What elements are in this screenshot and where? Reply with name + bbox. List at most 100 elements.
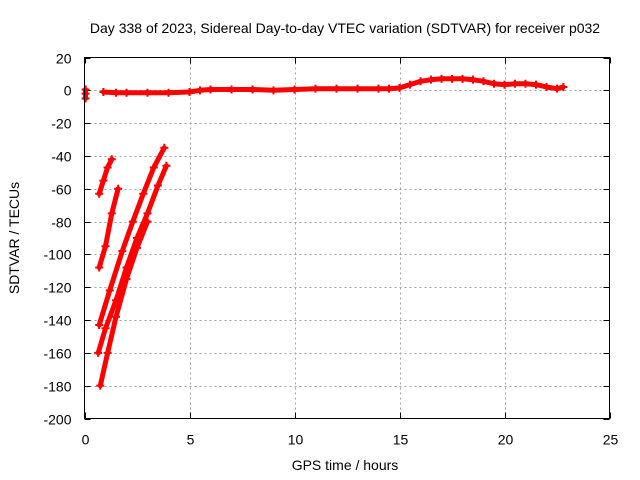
series-arc-5 [96,217,152,390]
data-point [532,80,540,89]
x-tick-label: 10 [288,432,304,448]
series-band [97,219,150,389]
chart-title: Day 338 of 2023, Sidereal Day-to-day VTE… [90,20,600,36]
data-point [269,86,278,95]
data-point [149,163,158,172]
series-band [96,156,115,197]
data-point [128,217,137,226]
data-point [112,88,120,97]
data-point [143,209,152,218]
data-point [107,155,116,164]
data-point [469,75,477,84]
series-band [95,163,169,356]
data-point [143,217,152,226]
data-point [81,94,90,103]
data-point [160,143,169,152]
data-point [107,209,116,218]
data-point [103,348,112,357]
data-point [395,83,404,92]
series-early-points [81,85,90,103]
x-tick-label: 25 [603,432,619,448]
x-axis-label: GPS time / hours [292,457,399,473]
data-point [559,83,568,92]
axis-ticks [84,57,611,420]
data-point [206,85,215,94]
data-point [94,348,103,357]
data-point [196,86,204,95]
data-point [95,263,104,272]
x-tick-label: 0 [82,432,90,448]
y-tick-label: -20 [51,116,71,132]
series-arc-3 [95,143,169,329]
y-tick-label: -120 [43,280,71,296]
data-point [353,84,362,93]
data-point [133,243,141,252]
data-point [248,85,257,94]
data-points [81,74,568,390]
y-tick-label: 0 [64,83,72,99]
series-arc-1 [95,155,116,198]
y-tick-label: -60 [51,182,71,198]
data-point [427,75,435,84]
data-point [521,79,530,88]
y-tick-label: -40 [51,149,71,165]
x-tick-label: 15 [393,432,409,448]
data-point [185,87,194,96]
data-point [95,189,104,198]
plot-frame [84,57,610,419]
data-point [406,80,414,89]
data-point [164,88,173,97]
data-point [105,286,114,295]
data-point [500,80,509,89]
data-point [511,79,519,88]
y-axis-label: SDTVAR / TECUs [6,182,22,294]
y-tick-label: 20 [56,51,72,67]
x-tick-label: 5 [187,432,195,448]
x-tick-labels: 0 5 10 15 20 25 [82,432,619,448]
data-point [290,85,299,94]
data-point [95,320,104,329]
y-tick-label: -160 [43,346,71,362]
data-point [374,84,383,93]
data-point [479,77,488,86]
data-point [154,181,162,190]
data-point [448,74,456,83]
data-point [139,189,148,198]
data-point [99,176,108,185]
x-tick-label: 20 [498,432,514,448]
series-arc-2 [95,184,123,272]
data-point [114,184,123,193]
data-point [162,161,171,170]
data-point [490,79,498,88]
data-point [385,84,393,93]
y-tick-label: -80 [51,215,71,231]
y-tick-label: -180 [43,379,71,395]
data-point [112,312,120,321]
data-point [101,324,110,333]
data-point [122,275,131,284]
data-point [458,74,467,83]
y-tick-labels: 20 0 -20 -40 -60 -80 -100 -120 -140 -160 -180 -200 [43,51,71,428]
y-tick-label: -140 [43,313,71,329]
data-point [332,84,341,93]
grid-lines [84,57,610,419]
series-band [100,76,566,96]
data-point [118,247,127,256]
data-point [96,381,105,390]
y-tick-label: -100 [43,247,71,263]
data-point [416,77,425,86]
data-point [103,163,112,172]
data-point [542,83,551,92]
series-main-arc [99,74,568,97]
data-point [311,84,320,93]
data-point [101,242,110,251]
data-point [99,87,108,96]
data-point [227,85,236,94]
data-point [553,84,561,93]
data-point [122,88,131,97]
data-point [143,88,152,97]
series-band [96,186,121,270]
data-point [437,74,446,83]
y-tick-label: -200 [43,412,71,428]
